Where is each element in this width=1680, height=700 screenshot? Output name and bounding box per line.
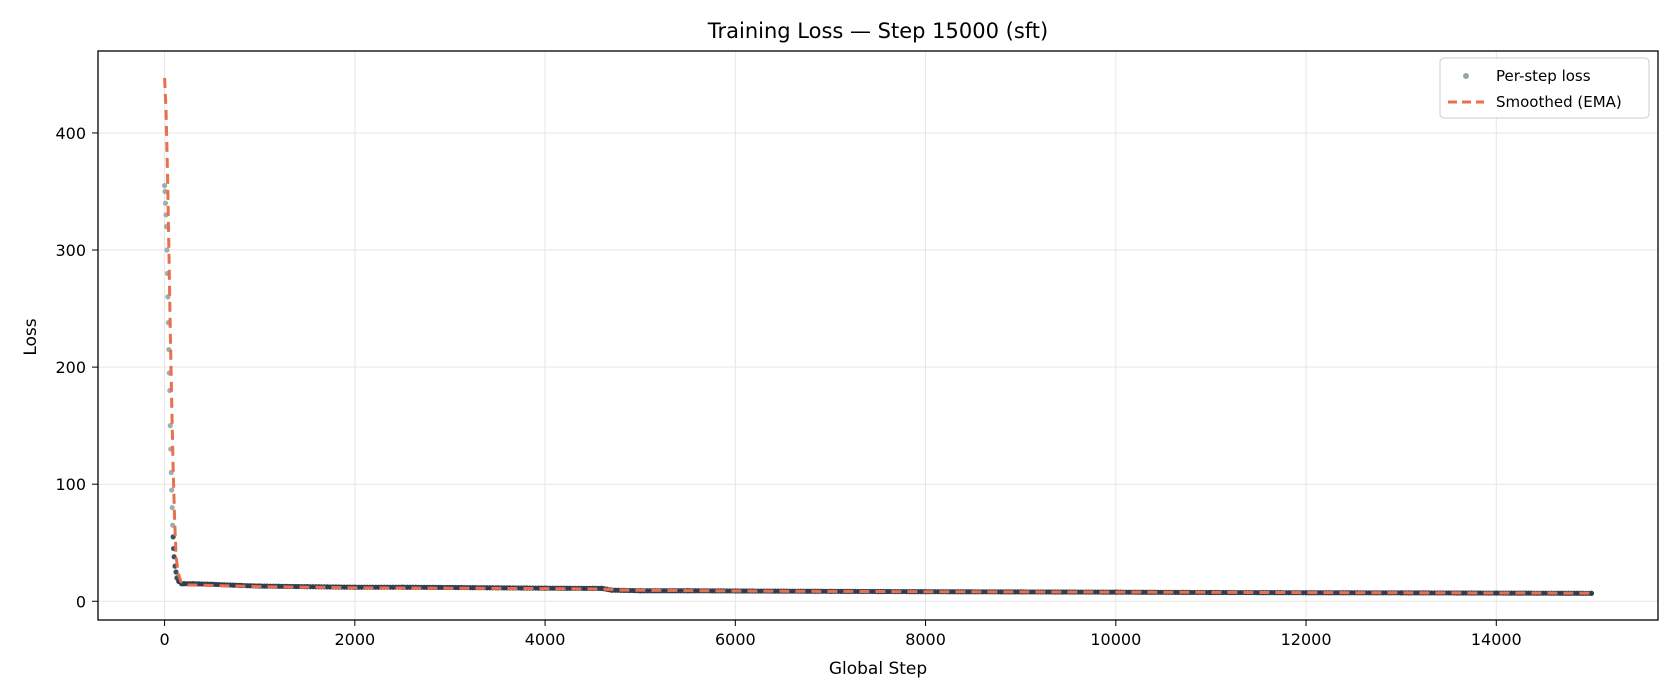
chart-title: Training Loss — Step 15000 (sft) xyxy=(707,19,1049,43)
x-tick-label: 10000 xyxy=(1090,630,1141,649)
loss-point xyxy=(161,183,168,189)
loss-point xyxy=(169,505,175,511)
x-tick-label: 14000 xyxy=(1471,630,1522,649)
x-axis-label: Global Step xyxy=(829,659,927,679)
plot-frame xyxy=(97,50,1659,621)
y-tick-label: 100 xyxy=(55,475,86,494)
loss-point xyxy=(173,569,179,575)
ema-line-layer xyxy=(163,77,1592,595)
y-tick-label: 300 xyxy=(55,241,86,260)
legend-label-per-step: Per-step loss xyxy=(1496,67,1591,85)
loss-point xyxy=(162,200,169,206)
y-tick-label: 400 xyxy=(55,124,86,143)
legend-box xyxy=(1439,57,1650,119)
legend: Per-step loss Smoothed (EMA) xyxy=(1439,57,1650,119)
x-tick-label: 2000 xyxy=(334,630,375,649)
loss-point xyxy=(169,487,175,493)
scatter-layer xyxy=(161,183,1595,596)
x-tick-label: 6000 xyxy=(715,630,756,649)
y-tick-label: 0 xyxy=(76,592,86,611)
ticks: 0 2000 4000 6000 8000 10000 12000 14000 0 100 200 3… xyxy=(55,124,1521,649)
loss-point xyxy=(1588,590,1595,596)
y-tick-label: 200 xyxy=(55,358,86,377)
ema-line xyxy=(163,77,1592,595)
loss-point xyxy=(164,247,170,253)
grid xyxy=(98,51,1658,620)
legend-label-ema: Smoothed (EMA) xyxy=(1496,93,1622,111)
y-axis-label: Loss xyxy=(21,318,41,355)
x-tick-label: 12000 xyxy=(1281,630,1332,649)
x-tick-label: 8000 xyxy=(905,630,946,649)
x-tick-label: 4000 xyxy=(525,630,566,649)
x-tick-label: 0 xyxy=(159,630,169,649)
loss-point xyxy=(167,423,173,429)
legend-scatter-marker xyxy=(1463,73,1469,79)
